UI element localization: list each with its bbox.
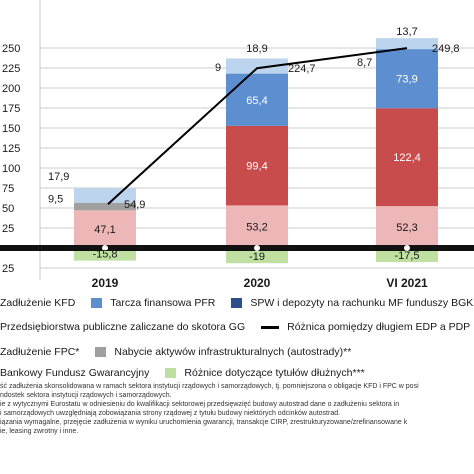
y-tick-label: 175 [2,103,20,115]
bar-segment [226,205,288,248]
legend-fpc-label: Zadłużenie FPC* [0,346,80,358]
y-tick-label: 75 [2,183,14,195]
legend-kfd-label: Zadłużenie KFD [0,297,76,309]
zero-axis-band [0,245,474,251]
legend-row-3: Zadłużenie FPC* Nabycie aktywów infrastr… [0,346,351,358]
fpc-value-label: 17,9 [48,171,69,183]
bar-segment [226,73,288,126]
line-value-label: 54,9 [124,199,145,211]
bar-segment [376,108,438,207]
zero-axis [0,245,474,251]
legend-row-4: Bankowy Fundusz Gwarancyjny Różnice doty… [0,367,365,379]
footnote-line: i samorządowych uwzględniają zobowiązani… [0,410,341,417]
footnotes: ść zadłużenia skonsolidowana w ramach se… [0,382,474,436]
autostrady-value-label: 9,5 [48,193,63,205]
bar-segment [376,49,438,109]
x-tick-label: 2019 [92,276,119,290]
y-tick-label: 50 [2,203,14,215]
y-tick-label: 25 [2,263,14,275]
bar-value-label: 65,4 [246,95,267,107]
footnote-line: ie, leasing zwrotny i inne. [0,428,79,435]
y-tick-label: 200 [2,83,20,95]
bars [74,38,438,264]
y-tick-label: 100 [2,163,20,175]
legend-pp-label: Przedsiębiorstwa publiczne zaliczane do … [0,321,246,333]
line-value-label: 224,7 [288,63,316,75]
bar-segment [226,125,288,206]
bar-segment [376,248,438,262]
x-tick-label: VI 2021 [386,276,428,290]
edp-pdp-line [107,47,408,205]
line-value-label: 249,8 [432,43,460,55]
legend-roznice-swatch [165,368,177,378]
bar-value-label: 47,1 [94,224,115,236]
legend-autostrady-label: Nabycie aktywów infrastrukturalnych (aut… [114,346,352,358]
y-tick-label: 150 [2,123,20,135]
fpc-value-label: 18,9 [246,43,267,55]
bar-segment [226,248,288,264]
negative-value-label: -17,5 [394,250,419,262]
zero-axis-marker [254,245,260,251]
y-tick-label: 250 [2,43,20,55]
y-tick-label: 25 [2,223,14,235]
bar-segment [376,206,438,248]
edp-pdp-line-path [107,47,408,205]
footnote-line: ndostek sektora instytucji rządowych i s… [0,392,172,399]
legend-row-2: Przedsiębiorstwa publiczne zaliczane do … [0,321,470,333]
bar-value-label: 53,2 [246,222,267,234]
y-axis-ticks: 250 225 200 175 150 125 100 75 50 25 25 [2,43,20,275]
bar-segment [74,210,136,248]
bar-value-label: 99,4 [246,161,267,173]
x-axis-ticks: 2019 2020 VI 2021 [92,276,428,290]
legend-spw-swatch [231,298,243,308]
bar-value-label: 52,3 [396,222,417,234]
legend-roznice-label: Różnice dotyczące tytułów dłużnych*** [184,367,365,379]
legend-autostrady-swatch [95,347,107,357]
legend-row-1: Zadłużenie KFD Tarcza finansowa PFR SPW … [0,297,473,309]
y-tick-label: 125 [2,143,20,155]
legend-bfg-label: Bankowy Fundusz Gwarancyjny [0,367,150,379]
bar-segment [74,202,136,211]
negative-value-label: -19 [249,251,265,263]
legend-spw-label: SPW i depozyty na rachunku MF funduszy B… [250,297,474,309]
bar-segment [226,58,288,74]
footnote-line: ie z wytycznymi Eurostatu w odniesieniu … [0,401,400,408]
bar-segment [74,248,136,261]
zero-axis-marker [102,245,108,251]
negative-value-label: -15,8 [92,249,117,261]
legend-line-label: Różnica pomiędzy długiem EDP a PDP [287,321,471,333]
legend-line-swatch [261,325,280,329]
gap-value-label: 9 [215,62,221,74]
bar-segment [376,38,438,50]
x-tick-label: 2020 [244,276,271,290]
gap-value-label: 8,7 [357,57,372,69]
data-labels: 47,1 53,2 99,4 65,4 52,3 122,4 73,9 -15,8 -19 -17… [48,26,460,263]
footnote-line: iązania wymagalne, przejęcie zadłużenia … [0,419,408,426]
bar-value-label: 73,9 [396,74,417,86]
legend-pfr-swatch [91,298,103,308]
fpc-value-label: 13,7 [396,26,417,38]
y-tick-label: 225 [2,63,20,75]
zero-axis-marker [404,245,410,251]
legend-pfr-label: Tarcza finansowa PFR [110,297,216,309]
footnote-line: ść zadłużenia skonsolidowana w ramach se… [0,383,419,390]
bar-value-label: 122,4 [393,152,421,164]
